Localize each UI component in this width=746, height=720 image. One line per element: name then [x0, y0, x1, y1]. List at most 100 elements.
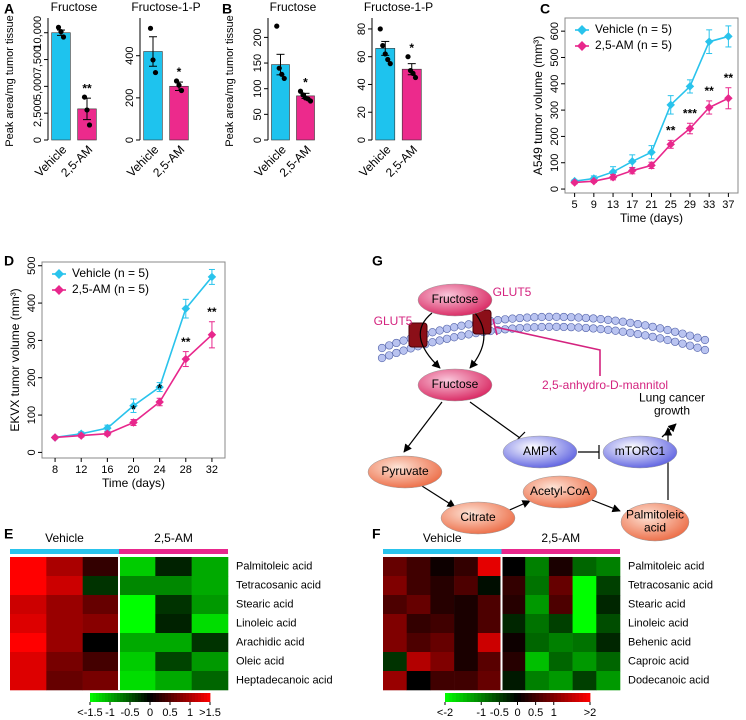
membrane-lipid [670, 337, 680, 346]
node-shape [440, 501, 516, 535]
membrane-lipid [663, 335, 672, 345]
heatmap-cell [430, 595, 455, 615]
membrane-lipid [626, 318, 635, 327]
y-tick-label: 0 [252, 137, 264, 143]
y-tick-label: 150 [252, 54, 264, 72]
heatmap-cell [596, 557, 621, 577]
membrane-lipid [589, 314, 598, 323]
colorbar-step [528, 693, 533, 702]
data-point [412, 74, 419, 81]
colorbar-step [180, 693, 184, 702]
significance: ** [207, 305, 217, 319]
panel-letter: D [4, 253, 14, 269]
colorbar-step [159, 693, 163, 702]
heatmap-cell [46, 595, 83, 615]
heatmap-cell [406, 652, 431, 672]
node-label: 2,5-anhydro-D-mannitol [542, 378, 668, 392]
membrane-lipid [435, 326, 444, 335]
data-point [103, 429, 112, 438]
colorbar-step [177, 693, 181, 702]
colorbar-step [503, 693, 508, 702]
heatmap-cell [430, 652, 455, 672]
bar [169, 85, 189, 141]
y-tick-label: 0 [26, 449, 38, 455]
membrane-lipid [552, 312, 561, 321]
y-tick-label: 80 [356, 23, 368, 35]
y-axis-label: Peak area/mg tumor tissue [224, 15, 236, 146]
y-tick-label: 20 [356, 106, 368, 118]
data-point [207, 272, 217, 282]
colorbar-step [156, 693, 160, 702]
y-tick-label: 2,500 [32, 99, 44, 127]
data-point [60, 34, 67, 40]
significance: ** [82, 81, 92, 95]
node-shape [502, 435, 578, 469]
colorbar-step [189, 693, 193, 702]
group-bar [119, 549, 228, 554]
colorbar-step [510, 693, 515, 702]
heatmap-cell [572, 595, 597, 615]
membrane-lipid [693, 333, 702, 342]
colorbar-step [568, 693, 573, 702]
heatmap-cell [548, 576, 573, 596]
heatmap-cell [454, 576, 479, 596]
heatmap-cell [572, 671, 597, 691]
node-label: GLUT5 [374, 314, 413, 328]
heatmap-cell [572, 633, 597, 653]
data-point [385, 56, 391, 63]
y-tick-label: 0 [549, 186, 561, 192]
membrane-lipid [663, 325, 672, 335]
y-tick-label: 300 [26, 331, 38, 349]
colorbar-tick-label: 0.5 [162, 707, 177, 719]
heatmap-cell [119, 614, 156, 634]
y-tick-label: 600 [549, 22, 561, 40]
chart-title: Fructose-1-P [131, 0, 200, 14]
legend-label: 2,5-AM (n = 5) [595, 38, 672, 52]
node-shape [620, 502, 690, 542]
heatmap-cell [548, 671, 573, 691]
node-label: Lung cancer [639, 391, 705, 405]
colorbar-step [168, 693, 172, 702]
membrane-lipid [392, 338, 401, 348]
membrane-lipid [385, 341, 394, 350]
heatmap-cell [406, 671, 431, 691]
panel-letter: B [222, 1, 232, 17]
heatmap-cell [477, 557, 502, 577]
node-shape [417, 368, 493, 402]
colorbar-tick-label: <-1.5 [77, 707, 102, 719]
colorbar-step [114, 693, 118, 702]
heatmap-cell [572, 652, 597, 672]
heatmap-cell [155, 557, 192, 577]
heatmap-cell [82, 576, 120, 596]
x-tick-label: 21 [645, 199, 657, 211]
colorbar-step [546, 693, 551, 702]
chart-title: Fructose [270, 0, 317, 14]
colorbar-step [129, 693, 133, 702]
heatmap-cell [477, 633, 502, 653]
colorbar-step [165, 693, 169, 702]
node-label: Fructose [432, 377, 479, 391]
colorbar-step [550, 693, 555, 702]
data-point [181, 354, 191, 364]
colorbar-step [174, 693, 178, 702]
colorbar-step [201, 693, 205, 702]
heatmap-cell [501, 652, 526, 672]
membrane-lipid [537, 322, 546, 332]
membrane-lipid [522, 313, 532, 322]
data-point [279, 71, 285, 77]
colorbar-step [492, 693, 497, 702]
membrane-lipid [493, 315, 502, 325]
colorbar-step [524, 693, 529, 702]
panel-letter: C [540, 1, 550, 17]
data-point [724, 94, 733, 103]
heatmap-cell [46, 633, 83, 653]
colorbar-step [553, 693, 558, 702]
data-point [155, 397, 164, 407]
colorbar-step [105, 693, 109, 702]
heatmap-cell [525, 576, 550, 596]
membrane-lipid [457, 331, 466, 340]
membrane-lipid [392, 348, 401, 358]
heatmap-cell [383, 576, 407, 596]
colorbar-step [586, 693, 591, 702]
